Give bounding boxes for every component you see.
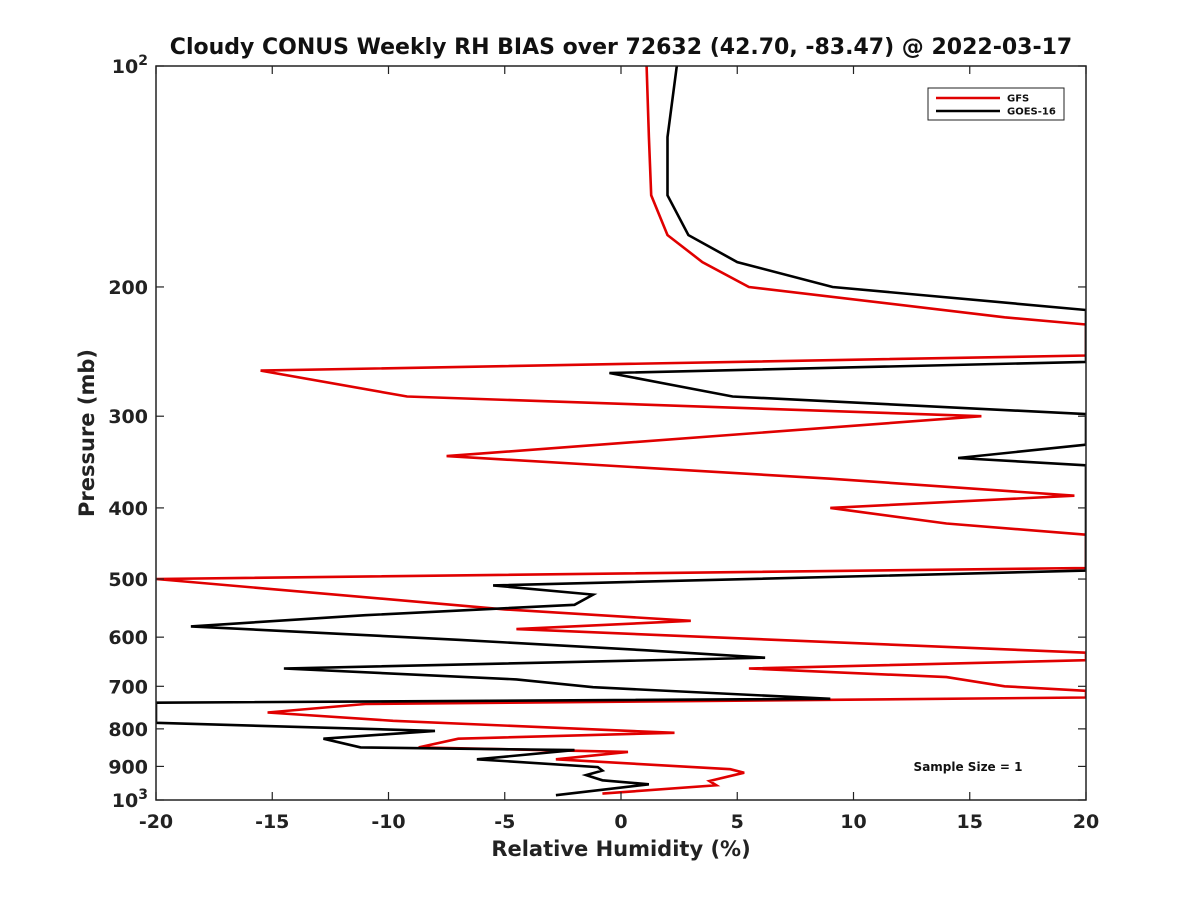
series-line-gfs [156,66,1086,795]
y-tick-label: 600 [108,627,148,649]
y-tick-label: 102 [112,53,148,78]
x-tick-label: -20 [139,811,173,833]
x-tick-label: -10 [371,811,405,833]
x-tick-label: 15 [957,811,983,833]
y-axis: 102 200 300 400 500 600 700 800 900 103 [108,53,1086,812]
series-line-goes-16 [156,66,1086,797]
chart-title: Cloudy CONUS Weekly RH BIAS over 72632 (… [170,35,1072,60]
legend-box [927,87,1065,121]
y-tick-label: 800 [108,719,148,741]
series-layer [156,66,1086,797]
y-tick-label: 900 [108,756,148,778]
y-axis-label: Pressure (mb) [75,349,99,517]
x-tick-label: 10 [840,811,866,833]
legend-label: GFS [1007,94,1029,105]
x-axis: -20 -15 -10 -5 0 5 10 15 20 [139,66,1099,833]
sample-size-note: Sample Size = 1 [914,760,1023,774]
x-tick-label: -5 [494,811,515,833]
y-tick-label: 400 [108,498,148,520]
y-tick-label: 500 [108,569,148,591]
y-tick-label: 200 [108,277,148,299]
y-tick-label: 300 [108,406,148,428]
x-tick-label: 5 [731,811,744,833]
x-tick-label: -15 [255,811,289,833]
legend: GFS GOES-16 [927,87,1065,121]
axes-box [155,65,1087,801]
x-tick-label: 0 [614,811,627,833]
y-tick-label: 700 [108,676,148,698]
x-axis-label: Relative Humidity (%) [491,837,750,861]
legend-label: GOES-16 [1007,107,1056,118]
y-tick-label: 103 [112,787,148,812]
x-tick-label: 20 [1073,811,1099,833]
